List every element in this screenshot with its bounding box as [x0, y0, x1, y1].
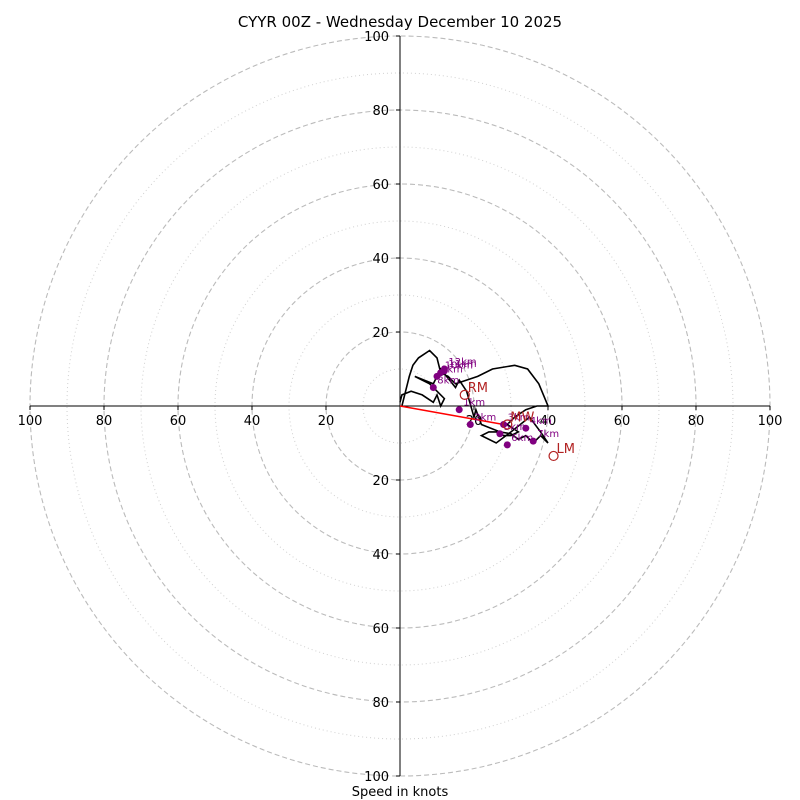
y-tick-label: 80: [372, 696, 389, 711]
x-tick-label: 40: [540, 414, 557, 429]
height-marker-label: 2km: [474, 413, 496, 424]
y-tick-label: 80: [372, 104, 389, 119]
x-tick-label: 20: [318, 414, 335, 429]
height-marker-dot: [522, 424, 530, 432]
height-marker-label: 4km: [530, 416, 552, 427]
height-marker-label: 3km: [508, 413, 530, 424]
x-tick-label: 100: [758, 414, 783, 429]
height-marker-label: 11km: [448, 359, 476, 370]
storm-motion-marker: [502, 419, 513, 430]
height-marker-label: 10km: [445, 361, 473, 372]
height-marker-dot: [503, 441, 511, 449]
height-marker-label: 8km: [437, 376, 459, 387]
mean-wind-vector: [399, 405, 504, 426]
storm-motion-label: RM: [468, 381, 488, 396]
x-tick-label: 40: [244, 414, 261, 429]
storm-motion-marker: [548, 450, 559, 462]
storm-motion-label: MW: [510, 411, 534, 426]
y-tick-label: 40: [372, 548, 389, 563]
height-marker-label: 5km: [504, 422, 526, 433]
y-tick-label: 60: [372, 622, 389, 637]
height-marker-dot: [455, 406, 463, 414]
chart-title: CYYR 00Z - Wednesday December 10 2025: [238, 13, 562, 31]
height-marker-label: 7km: [537, 429, 559, 440]
y-tick-label: 60: [372, 178, 389, 193]
x-tick-label: 60: [614, 414, 631, 429]
height-marker-dot: [529, 437, 537, 445]
height-marker-dot: [466, 421, 474, 428]
storm-motion-label: LM: [557, 442, 575, 457]
height-marker-dot: [500, 421, 508, 428]
hodograph-trace: [399, 349, 550, 445]
x-axis-label: Speed in knots: [352, 785, 449, 800]
y-tick-label: 20: [372, 474, 389, 489]
x-tick-label: 80: [96, 414, 113, 429]
height-marker-dot: [496, 430, 504, 438]
height-marker-label: 6km: [511, 433, 533, 444]
y-tick-label: 100: [364, 30, 389, 45]
height-marker-label: 12km: [448, 357, 476, 368]
x-tick-label: 60: [170, 414, 187, 429]
x-tick-label: 100: [18, 414, 43, 429]
y-tick-label: 40: [372, 252, 389, 267]
y-tick-label: 100: [364, 770, 389, 785]
y-tick-label: 20: [372, 326, 389, 341]
height-marker-dot: [440, 365, 448, 373]
height-marker-label: 9km: [441, 364, 463, 375]
storm-motion-markers: RM LM MW: [459, 381, 575, 462]
height-marker-label: 1km: [463, 398, 485, 409]
x-tick-label: 80: [688, 414, 705, 429]
storm-motion-marker: [459, 389, 470, 400]
height-marker-dot: [429, 384, 437, 391]
